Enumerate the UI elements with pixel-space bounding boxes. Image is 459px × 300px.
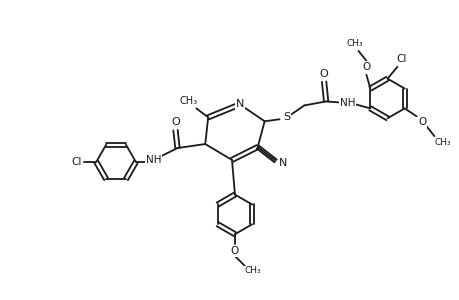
Text: S: S <box>282 112 290 122</box>
Text: NH: NH <box>339 98 355 108</box>
Text: N: N <box>279 158 287 168</box>
Text: O: O <box>418 117 425 127</box>
Text: CH₃: CH₃ <box>179 97 197 106</box>
Text: O: O <box>319 69 328 79</box>
Text: O: O <box>362 62 369 72</box>
Text: CH₃: CH₃ <box>433 138 450 147</box>
Text: O: O <box>230 246 239 256</box>
Text: Cl: Cl <box>395 54 406 64</box>
Text: N: N <box>235 99 244 110</box>
Text: CH₃: CH₃ <box>346 40 362 49</box>
Text: CH₃: CH₃ <box>244 266 261 275</box>
Text: NH: NH <box>146 155 161 165</box>
Text: O: O <box>171 117 179 127</box>
Text: Cl: Cl <box>71 157 81 167</box>
